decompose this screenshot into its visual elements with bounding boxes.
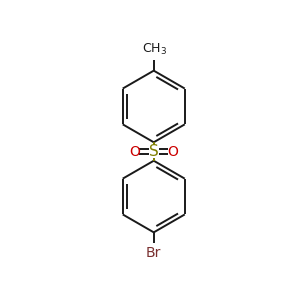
Text: O: O <box>129 145 140 158</box>
Text: CH$_3$: CH$_3$ <box>142 42 167 57</box>
Text: O: O <box>167 145 178 158</box>
Text: S: S <box>149 144 159 159</box>
Text: Br: Br <box>146 245 161 260</box>
